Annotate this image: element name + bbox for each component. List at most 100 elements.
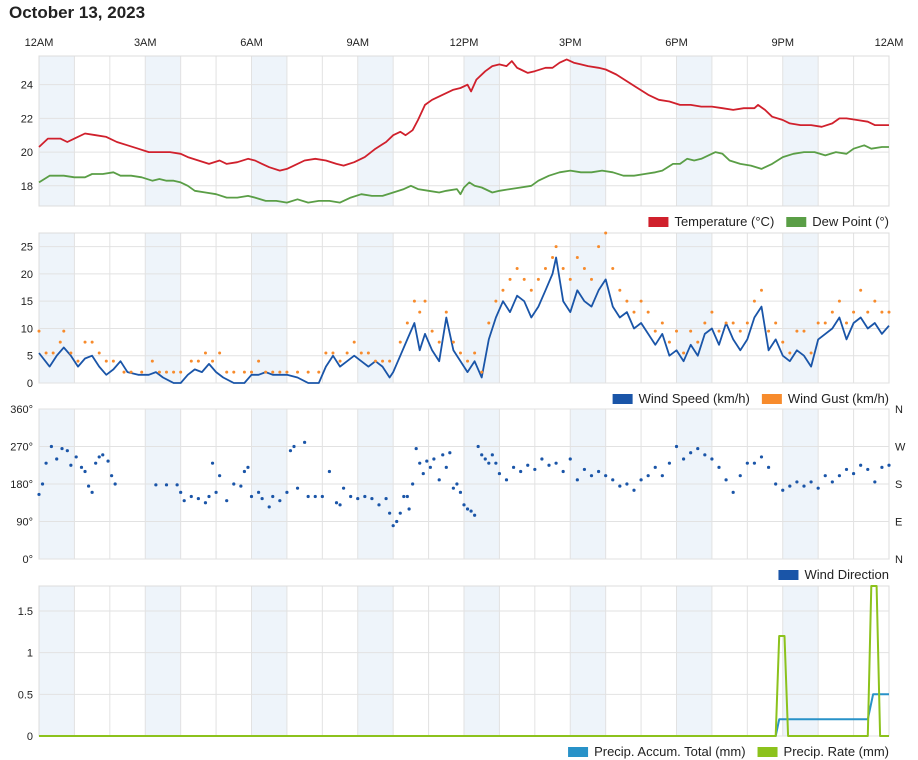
direction-series-0-point	[101, 453, 105, 457]
wind-series-1-point	[271, 370, 275, 374]
wind-series-1-point	[412, 299, 416, 303]
direction-series-0-point	[660, 474, 664, 478]
direction-series-0-point	[203, 501, 208, 505]
y-tick-label: 25	[21, 242, 33, 254]
wind-series-1-point	[157, 370, 161, 374]
direction-series-0-point	[494, 461, 498, 465]
wind-series-1-point	[689, 329, 693, 333]
y-tick-label: 10	[21, 323, 33, 335]
wind-series-1-point	[852, 310, 856, 314]
wind-series-1-point	[845, 321, 848, 325]
direction-series-0-point	[752, 461, 757, 465]
wind-series-1-point	[774, 321, 778, 325]
direction-series-0-point	[866, 467, 870, 472]
direction-series-0-point	[526, 463, 530, 467]
direction-series-0-point	[285, 490, 289, 494]
wind-series-1-point	[543, 266, 547, 270]
wind-series-1-point	[781, 340, 785, 344]
wind-series-1-point	[536, 277, 540, 281]
wind-series-1-point	[90, 340, 94, 344]
wind-series-1-point	[873, 299, 877, 303]
wind-series-1-point	[285, 370, 289, 374]
y-tick-label: 90°	[16, 517, 33, 529]
direction-series-0-point	[809, 480, 813, 484]
wind-series-1-point	[345, 351, 349, 355]
wind-series-1-point	[165, 370, 168, 374]
wind-series-1-point	[582, 266, 586, 270]
direction-series-0-point	[86, 484, 91, 488]
direction-series-0-point	[837, 474, 842, 478]
x-tick-label-3: 9AM	[346, 37, 369, 49]
wind-series-1-point	[646, 310, 650, 314]
direction-series-0-point	[65, 449, 69, 453]
y-tick-label: 0°	[22, 554, 33, 566]
legend-swatch	[778, 570, 799, 580]
wind-series-1-point	[211, 359, 215, 363]
direction-series-0-point	[218, 474, 222, 478]
wind-series-1-point	[242, 370, 246, 374]
direction-series-0-point	[575, 478, 579, 482]
legend-swatch	[757, 747, 778, 757]
direction-legend: Wind Direction	[778, 567, 889, 582]
wind-series-1-point	[667, 340, 671, 344]
wind-series-1-point	[653, 329, 657, 333]
wind-series-1-point	[575, 256, 579, 260]
direction-series-0-point	[639, 478, 643, 482]
y-tick-label: 20	[21, 269, 33, 281]
direction-series-0-point	[425, 459, 429, 463]
direction-series-0-point	[414, 446, 418, 451]
direction-series-0-point	[175, 483, 179, 487]
wind-series-1-point	[324, 351, 328, 355]
direction-series-0-point	[44, 461, 48, 465]
wind-series-1-point	[62, 329, 66, 333]
wind-series-1-point	[788, 351, 792, 355]
wind-series-1-point	[487, 321, 491, 325]
compass-tick-label: N	[895, 554, 903, 566]
wind-series-1-point	[373, 359, 377, 363]
direction-series-0-point	[788, 484, 792, 488]
wind-series-1-point	[473, 351, 477, 355]
direction-series-0-point	[582, 467, 587, 472]
direction-series-0-point	[667, 461, 672, 465]
direction-series-0-point	[480, 453, 484, 457]
direction-series-0-point	[196, 496, 200, 501]
wind-series-1-point	[398, 340, 402, 344]
direction-series-0-point	[232, 482, 236, 486]
x-tick-label-2: 6AM	[240, 37, 263, 49]
direction-series-0-point	[338, 503, 342, 507]
direction-series-0-point	[611, 478, 615, 482]
direction-series-0-point	[69, 463, 73, 467]
wind-series-1-point	[430, 329, 434, 333]
legend-label: Precip. Rate (mm)	[784, 744, 889, 759]
x-tick-label-1: 3AM	[134, 37, 157, 49]
wind-series-1-point	[189, 359, 193, 363]
wind-series-1-point	[551, 256, 555, 260]
direction-series-0-point	[210, 461, 215, 465]
direction-series-0-point	[60, 446, 64, 451]
wind-series-1-point	[639, 299, 643, 303]
hour-band	[145, 233, 181, 383]
wind-series-1-point	[381, 359, 385, 363]
direction-series-0-point	[469, 509, 473, 513]
wind-series-1-point	[278, 370, 282, 374]
y-tick-label: 180°	[10, 479, 33, 491]
direction-series-0-point	[448, 451, 452, 455]
direction-series-0-point	[830, 480, 834, 484]
direction-series-0-point	[589, 474, 594, 478]
legend-swatch	[612, 394, 633, 404]
hour-band	[676, 233, 712, 383]
hour-band	[145, 56, 181, 206]
wind-series-1-point	[444, 310, 448, 314]
wind-series-1-point	[250, 370, 253, 374]
hour-band	[145, 586, 181, 736]
legend-label: Wind Gust (km/h)	[788, 391, 889, 406]
wind-series-1-point	[466, 359, 470, 363]
y-tick-label: 1	[27, 648, 33, 660]
legend-label: Dew Point (°)	[812, 214, 889, 229]
direction-series-0-point	[844, 467, 849, 472]
wind-series-1-point	[568, 277, 572, 281]
wind-series-1-point	[632, 310, 636, 314]
panel-frame	[38, 55, 890, 207]
y-tick-label: 18	[21, 181, 33, 193]
wind-series-1-point	[225, 370, 229, 374]
